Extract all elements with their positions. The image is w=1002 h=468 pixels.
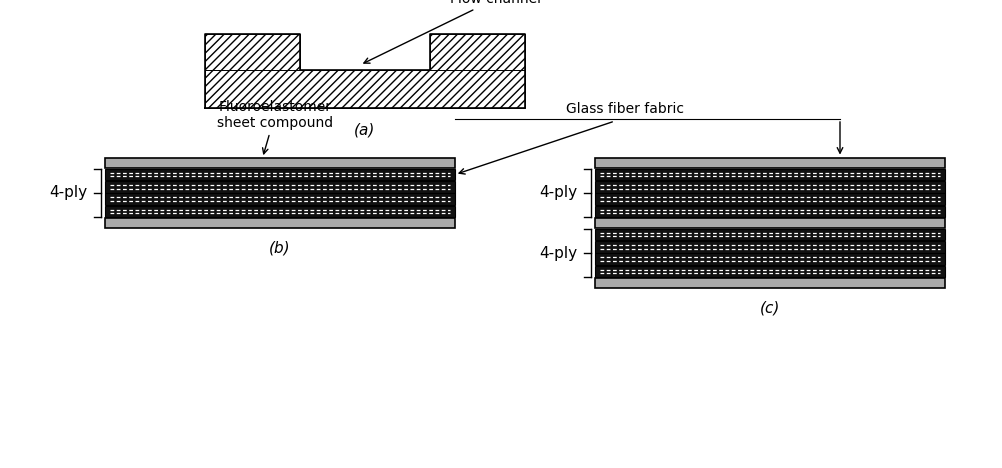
Text: 4-ply: 4-ply: [539, 246, 577, 261]
Bar: [105, 218, 455, 228]
Bar: [105, 169, 455, 180]
Bar: [430, 34, 525, 70]
Text: (b): (b): [270, 240, 291, 255]
Bar: [595, 241, 945, 253]
Text: Fluoroelastomer
sheet compound: Fluoroelastomer sheet compound: [217, 100, 333, 154]
Bar: [595, 266, 945, 277]
Bar: [105, 158, 455, 168]
Bar: [595, 218, 945, 228]
Bar: [595, 181, 945, 193]
Text: Glass fiber fabric: Glass fiber fabric: [566, 102, 684, 116]
Text: 4-ply: 4-ply: [49, 185, 87, 200]
Bar: [205, 70, 525, 108]
Text: Flow channel: Flow channel: [364, 0, 541, 63]
Bar: [595, 253, 945, 265]
Bar: [105, 206, 455, 217]
Bar: [595, 193, 945, 205]
Text: (c): (c): [760, 300, 781, 315]
Bar: [105, 193, 455, 205]
Text: (a): (a): [355, 123, 376, 138]
Bar: [105, 181, 455, 193]
Bar: [595, 206, 945, 217]
Bar: [595, 169, 945, 180]
Bar: [595, 158, 945, 168]
Bar: [205, 34, 300, 70]
Text: 4-ply: 4-ply: [539, 185, 577, 200]
Bar: [595, 278, 945, 288]
Bar: [595, 229, 945, 240]
